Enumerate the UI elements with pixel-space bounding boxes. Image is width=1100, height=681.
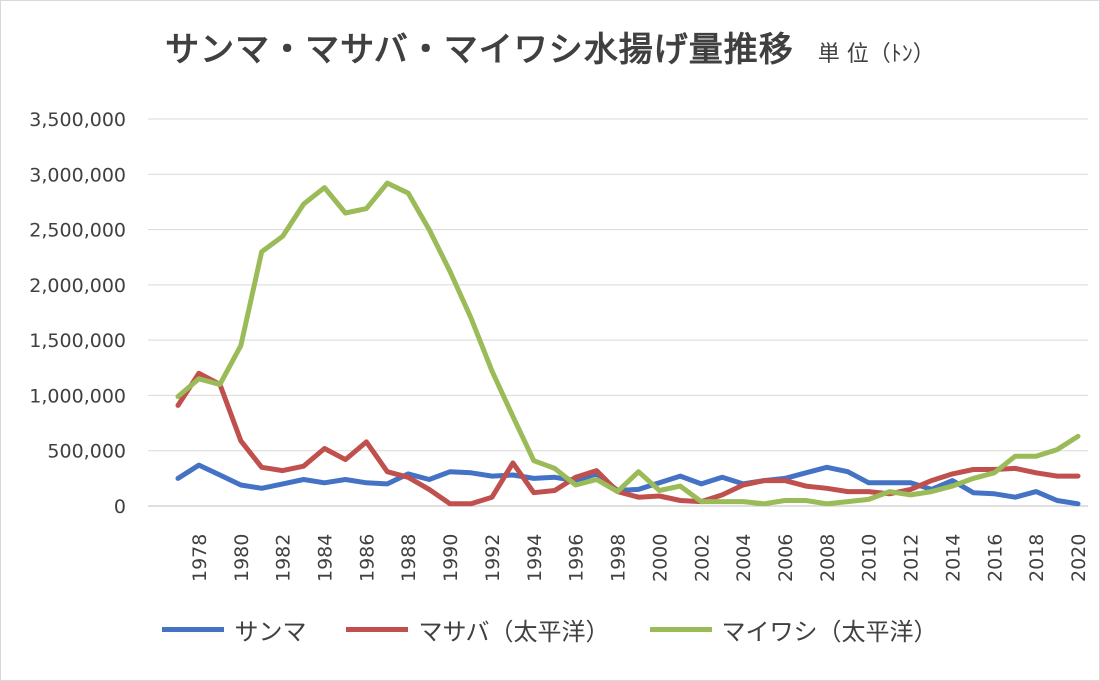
x-tick-label: 2000 (649, 534, 671, 582)
series-line (175, 370, 1081, 507)
x-tick-label: 2014 (942, 534, 964, 582)
x-tick-label: 2010 (859, 534, 881, 582)
x-tick-label: 1998 (608, 534, 630, 582)
x-tick-label: 2008 (817, 534, 839, 582)
gridlines (148, 118, 1088, 507)
chart-title: サンマ・マサバ・マイワシ水揚げ量推移 (165, 30, 794, 70)
x-tick-label: 1984 (315, 534, 337, 582)
x-tick-label: 1980 (231, 534, 253, 582)
x-tick-label: 1990 (440, 534, 462, 582)
legend-swatch (162, 627, 225, 632)
x-tick-label: 1982 (273, 534, 295, 582)
y-axis-ticks: 3,500,000 3,000,000 2,500,000 2,000,000 1,50… (29, 109, 126, 518)
x-tick-label: 2004 (733, 534, 755, 582)
x-tick-label: 1988 (398, 534, 420, 582)
y-tick-label: 1,500,000 (29, 330, 126, 352)
chart-header: サンマ・マサバ・マイワシ水揚げ量推移単 位（ﾄﾝ） (0, 22, 1100, 71)
y-tick-label: 3,500,000 (29, 109, 126, 131)
x-tick-label: 2016 (984, 534, 1006, 582)
x-axis-ticks: 1978 1980 1982 1984 1986 1988 1990 1992 1994 1996… (189, 534, 1090, 582)
legend-item: サンマ (162, 612, 306, 647)
series-line (175, 180, 1081, 507)
y-tick-label: 500,000 (47, 441, 126, 463)
legend-item: マイワシ（太平洋） (649, 612, 938, 647)
x-tick-label: 1996 (566, 534, 588, 582)
x-tick-label: 2018 (1026, 534, 1048, 582)
y-tick-label: 2,000,000 (29, 275, 126, 297)
legend-item: マサバ（太平洋） (346, 612, 610, 647)
x-tick-label: 2006 (775, 534, 797, 582)
legend-label: マイワシ（太平洋） (721, 618, 938, 646)
legend: サンマ マサバ（太平洋） マイワシ（太平洋） (0, 612, 1100, 647)
y-tick-label: 1,000,000 (29, 385, 126, 407)
x-tick-label: 1978 (189, 534, 211, 582)
legend-swatch (346, 627, 409, 632)
y-tick-label: 2,500,000 (29, 220, 126, 242)
x-tick-label: 2002 (691, 534, 713, 582)
x-tick-label: 1994 (524, 534, 546, 582)
series-line (175, 462, 1081, 507)
x-tick-label: 2020 (1068, 534, 1090, 582)
legend-swatch (649, 627, 712, 632)
y-tick-label: 3,000,000 (29, 164, 126, 186)
x-tick-label: 1986 (356, 534, 378, 582)
y-tick-label: 0 (114, 496, 126, 518)
legend-label: サンマ (234, 618, 307, 646)
chart-unit-label: 単 位（ﾄﾝ） (817, 42, 935, 67)
series-lines (175, 180, 1081, 507)
legend-label: マサバ（太平洋） (418, 618, 610, 646)
x-tick-label: 2012 (901, 534, 923, 582)
x-tick-label: 1992 (482, 534, 504, 582)
